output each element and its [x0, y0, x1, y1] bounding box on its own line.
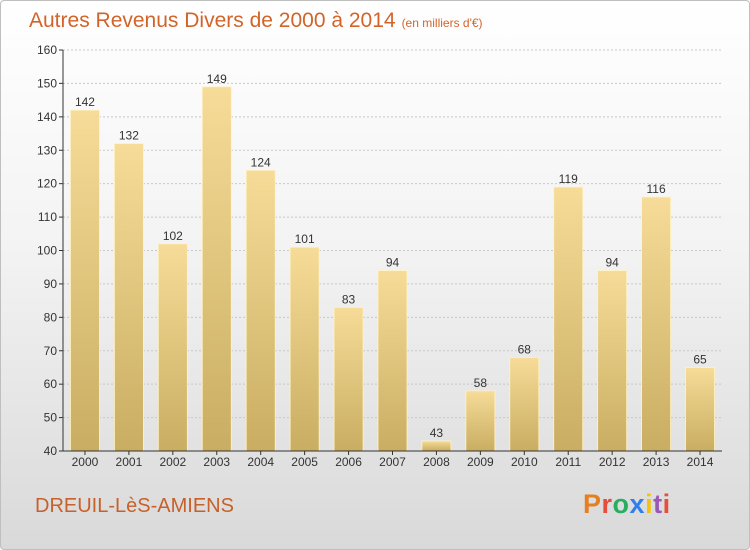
- bar: [509, 357, 540, 452]
- data-label: 149: [207, 72, 227, 86]
- bar: [641, 196, 671, 452]
- location-name: DREUIL-LèS-AMIENS: [35, 495, 234, 517]
- data-label: 58: [474, 376, 488, 390]
- x-tick-label: 2000: [72, 455, 99, 469]
- logo-letter: o: [612, 489, 630, 519]
- bar: [685, 367, 715, 452]
- x-tick-label: 2008: [423, 455, 450, 469]
- bar: [245, 169, 276, 452]
- y-tick-label: 140: [37, 110, 57, 124]
- bar: [465, 390, 496, 452]
- data-label: 83: [342, 292, 356, 306]
- y-tick-label: 70: [44, 344, 58, 358]
- y-tick-label: 120: [37, 177, 57, 191]
- x-tick-label: 2014: [687, 455, 714, 469]
- bar: [70, 109, 100, 452]
- data-label: 94: [605, 256, 619, 270]
- data-label: 43: [430, 426, 444, 440]
- y-tick-label: 40: [44, 444, 58, 458]
- y-tick-label: 130: [37, 143, 57, 157]
- y-tick-label: 160: [37, 43, 57, 57]
- bar: [201, 86, 232, 452]
- data-label: 94: [386, 256, 400, 270]
- y-tick-label: 100: [37, 244, 57, 258]
- logo-letter: r: [601, 489, 613, 519]
- bars: [70, 86, 715, 452]
- x-tick-label: 2007: [379, 455, 406, 469]
- bar: [597, 270, 628, 452]
- bar: [289, 246, 320, 452]
- y-tick-label: 110: [38, 210, 57, 224]
- data-labels: 142 132 102 149 124 101 83 94 43 58 68 119 94 116 65: [75, 72, 707, 440]
- proxiti-logo: Proxiti: [583, 489, 671, 520]
- bar: [421, 440, 452, 452]
- x-tick-label: 2011: [555, 455, 581, 469]
- data-label: 116: [647, 182, 666, 196]
- data-label: 119: [559, 172, 578, 186]
- data-label: 102: [163, 229, 183, 243]
- x-tick-label: 2003: [203, 455, 230, 469]
- x-tick-label: 2005: [291, 455, 318, 469]
- y-tick-label: 90: [44, 277, 58, 291]
- logo-letter: i: [662, 489, 671, 519]
- x-tick-label: 2004: [247, 455, 274, 469]
- axes: 40 50 60 70 80 90 100 110 120 130 140 150 160 2000 200…: [37, 43, 722, 469]
- logo-letter: P: [583, 489, 602, 519]
- logo-letter: x: [629, 489, 646, 519]
- logo-letter: t: [653, 489, 663, 519]
- x-tick-label: 2009: [467, 455, 494, 469]
- x-tick-label: 2013: [643, 455, 670, 469]
- bar: [333, 306, 364, 452]
- x-tick-label: 2001: [116, 455, 143, 469]
- data-label: 132: [119, 129, 139, 143]
- chart-title: Autres Revenus Divers de 2000 à 2014 (en …: [29, 9, 483, 33]
- data-label: 101: [295, 232, 315, 246]
- data-label: 124: [251, 155, 271, 169]
- logo-letter: i: [645, 489, 654, 519]
- y-tick-label: 80: [44, 310, 58, 324]
- bar: [114, 143, 144, 452]
- x-tick-label: 2002: [159, 455, 186, 469]
- bar: [377, 270, 408, 452]
- y-tick-label: 60: [44, 377, 58, 391]
- data-label: 65: [693, 352, 707, 366]
- bar: [157, 243, 188, 452]
- y-tick-label: 50: [44, 411, 58, 425]
- x-tick-label: 2012: [599, 455, 626, 469]
- x-tick-label: 2010: [511, 455, 538, 469]
- y-tick-label: 150: [37, 76, 57, 90]
- chart-title-text: Autres Revenus Divers de 2000 à 2014: [29, 9, 396, 32]
- bar: [553, 186, 584, 452]
- x-tick-label: 2006: [335, 455, 362, 469]
- data-label: 68: [518, 342, 532, 356]
- chart-subtitle: (en milliers d'€): [401, 16, 483, 30]
- data-label: 142: [75, 95, 95, 109]
